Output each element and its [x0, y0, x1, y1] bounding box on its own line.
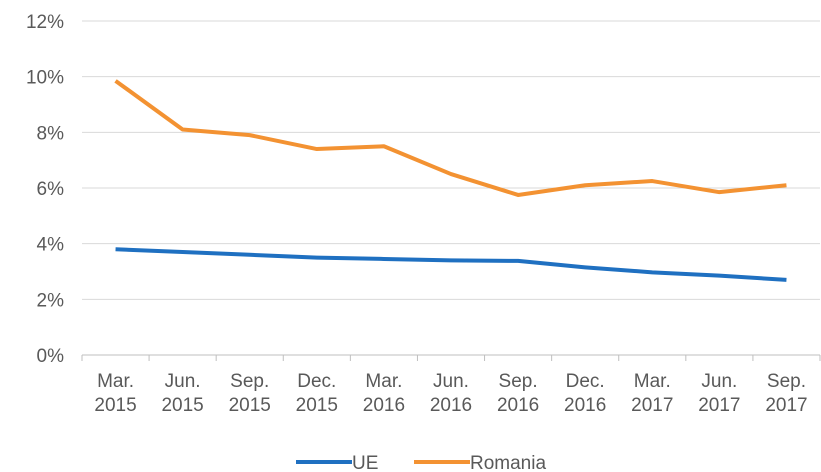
x-tick-label: Jun. 2015 — [161, 371, 203, 416]
x-tick-label: Mar. 2016 — [363, 371, 405, 416]
x-tick-label: Jun. 2016 — [430, 371, 472, 416]
y-tick-label: 2% — [37, 290, 65, 311]
x-tick-label: Sep. 2016 — [497, 371, 539, 416]
x-tick-label: Mar. 2015 — [94, 371, 136, 416]
legend-label: UE — [352, 453, 378, 472]
series-line — [115, 247, 787, 282]
x-tick-label: Jun. 2017 — [698, 371, 740, 416]
legend-label: Romania — [470, 453, 546, 472]
y-tick-label: 10% — [26, 68, 64, 89]
y-tick-label: 6% — [37, 179, 65, 200]
x-tick-label: Mar. 2017 — [631, 371, 673, 416]
y-tick-label: 8% — [37, 123, 65, 144]
x-tick-label: Dec. 2016 — [564, 371, 606, 416]
y-tick-label: 12% — [26, 12, 64, 33]
series-line — [114, 79, 787, 197]
y-tick-label: 4% — [37, 235, 65, 256]
x-tick-label: Sep. 2017 — [765, 371, 807, 416]
y-tick-label: 0% — [37, 346, 65, 367]
x-tick-label: Sep. 2015 — [229, 371, 271, 416]
x-tick-label: Dec. 2015 — [296, 371, 338, 416]
